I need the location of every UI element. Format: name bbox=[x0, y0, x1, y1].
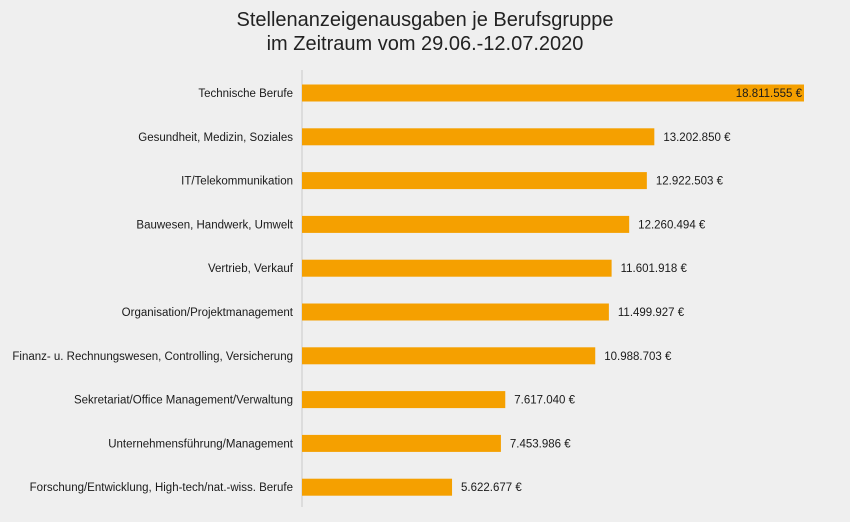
bar bbox=[302, 128, 655, 146]
bar bbox=[302, 391, 506, 409]
value-label: 13.202.850 € bbox=[663, 132, 731, 144]
value-label: 12.260.494 € bbox=[638, 219, 706, 231]
bar bbox=[302, 303, 609, 321]
bar bbox=[302, 434, 501, 452]
bar bbox=[302, 215, 630, 233]
category-label: Forschung/Entwicklung, High-tech/nat.-wi… bbox=[30, 482, 293, 494]
category-label: IT/Telekommunikation bbox=[181, 176, 293, 188]
category-label: Finanz- u. Rechnungswesen, Controlling, … bbox=[12, 351, 293, 363]
value-label: 7.617.040 € bbox=[514, 395, 575, 407]
value-label: 18.811.555 € bbox=[736, 88, 803, 100]
chart-title-line-1: Stellenanzeigenausgaben je Berufsgruppe bbox=[236, 9, 614, 31]
category-label: Technische Berufe bbox=[198, 88, 293, 100]
category-label: Unternehmensführung/Management bbox=[108, 438, 294, 450]
bar bbox=[302, 478, 453, 496]
category-label: Vertrieb, Verkauf bbox=[208, 263, 294, 275]
bar bbox=[302, 259, 612, 277]
value-label: 11.601.918 € bbox=[621, 263, 688, 275]
chart-title-line-2: im Zeitraum vom 29.06.-12.07.2020 bbox=[266, 33, 584, 55]
value-label: 10.988.703 € bbox=[604, 351, 672, 363]
bar bbox=[302, 347, 596, 365]
value-label: 12.922.503 € bbox=[656, 176, 724, 188]
category-label: Organisation/Projektmanagement bbox=[122, 307, 294, 319]
chart-title: Stellenanzeigenausgaben je Berufsgruppe … bbox=[0, 8, 850, 56]
category-label: Sekretariat/Office Management/Verwaltung bbox=[74, 395, 293, 407]
bar bbox=[302, 84, 804, 102]
value-label: 11.499.927 € bbox=[618, 307, 685, 319]
value-label: 5.622.677 € bbox=[461, 482, 522, 494]
category-label: Bauwesen, Handwerk, Umwelt bbox=[136, 219, 293, 231]
category-label: Gesundheit, Medizin, Soziales bbox=[138, 132, 293, 144]
value-label: 7.453.986 € bbox=[510, 438, 571, 450]
bar bbox=[302, 172, 647, 190]
